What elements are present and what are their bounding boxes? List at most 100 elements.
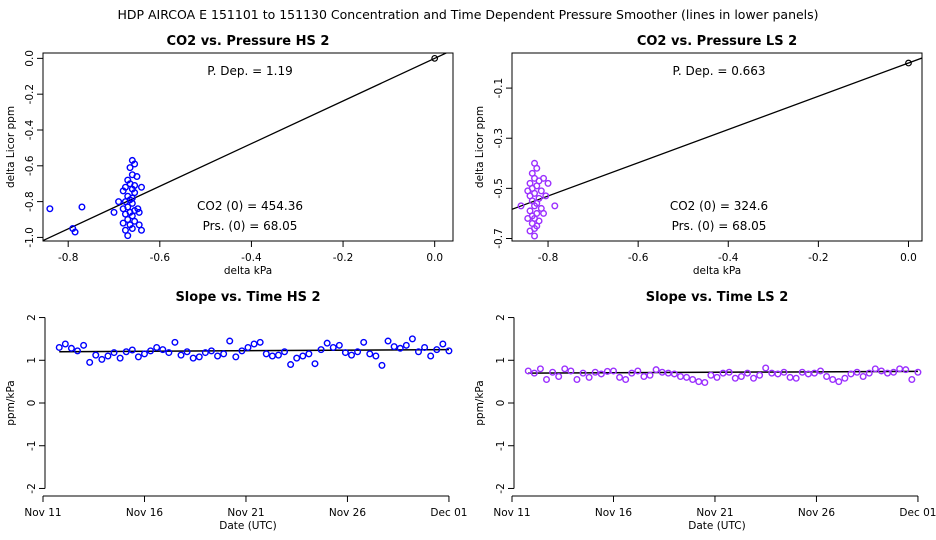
data-point: [244, 343, 252, 351]
data-point: [78, 203, 86, 211]
data-point: [540, 174, 548, 182]
y-axis-label: delta Licor ppm: [474, 106, 486, 188]
data-point: [86, 358, 94, 366]
data-point: [396, 344, 404, 352]
data-point: [591, 368, 599, 376]
y-tick-label: -1: [495, 440, 507, 450]
data-point: [281, 348, 289, 356]
data-point: [110, 208, 118, 216]
data-point: [544, 179, 552, 187]
data-point: [110, 349, 118, 357]
y-tick-label: 0: [495, 400, 507, 407]
data-point: [542, 192, 550, 200]
data-point: [524, 214, 532, 222]
y-tick-label: -0.4: [24, 119, 36, 140]
data-point: [195, 353, 203, 361]
x-tick-label: -0.6: [150, 252, 171, 264]
data-point: [871, 365, 879, 373]
data-point: [859, 373, 867, 381]
data-point: [104, 352, 112, 360]
data-point: [232, 353, 240, 361]
data-point: [676, 373, 684, 381]
data-point: [780, 368, 788, 376]
data-point: [135, 208, 143, 216]
y-tick-label: -0.2: [24, 84, 36, 105]
annotation-pressure-zero: Prs. (0) = 68.05: [672, 219, 767, 233]
data-point: [335, 341, 343, 349]
y-tick-label: -2: [495, 483, 507, 493]
data-point: [762, 364, 770, 372]
x-tick-label: Nov 11: [493, 507, 530, 519]
y-tick-label: -0.8: [24, 191, 36, 212]
x-tick-label: -0.2: [808, 252, 829, 264]
y-tick-label: -0.7: [493, 228, 505, 249]
data-point: [902, 366, 910, 374]
x-tick-label: 0.0: [426, 252, 443, 264]
data-point: [439, 340, 447, 348]
data-point: [530, 369, 538, 377]
data-point: [640, 373, 648, 381]
data-point: [329, 343, 337, 351]
data-point: [341, 349, 349, 357]
data-point: [61, 340, 69, 348]
data-point: [537, 187, 545, 195]
y-tick-label: 1: [495, 357, 507, 364]
data-point: [126, 164, 134, 172]
data-point: [372, 352, 380, 360]
annotation-pressure-dependence: P. Dep. = 0.663: [672, 64, 765, 78]
data-point: [540, 209, 548, 217]
x-axis-label: Date (UTC): [219, 520, 276, 532]
data-point: [323, 339, 331, 347]
panel-title: CO2 vs. Pressure HS 2: [167, 34, 330, 49]
data-point: [74, 347, 82, 355]
y-tick-label: -0.6: [24, 155, 36, 176]
data-point: [585, 373, 593, 381]
data-point: [543, 376, 551, 384]
data-point: [207, 347, 215, 355]
x-axis-label: Date (UTC): [688, 520, 745, 532]
x-tick-label: -0.2: [333, 252, 354, 264]
data-point: [256, 338, 264, 346]
data-point: [810, 369, 818, 377]
data-point: [877, 367, 885, 375]
data-point: [80, 341, 88, 349]
data-point: [137, 226, 145, 234]
data-point: [628, 369, 636, 377]
annotation-pressure-dependence: P. Dep. = 1.19: [207, 64, 292, 78]
data-point: [124, 232, 132, 240]
origin-point: [431, 54, 439, 62]
data-point: [201, 349, 209, 357]
data-point: [609, 367, 617, 375]
data-point: [551, 202, 559, 210]
data-point: [695, 378, 703, 386]
data-point: [835, 378, 843, 386]
data-point: [128, 346, 136, 354]
data-point: [445, 347, 453, 355]
data-point: [250, 340, 258, 348]
data-point: [890, 368, 898, 376]
data-point: [536, 365, 544, 373]
data-point: [116, 354, 124, 362]
data-point: [262, 350, 270, 358]
data-point: [55, 343, 63, 351]
x-tick-label: Dec 01: [430, 507, 467, 519]
data-point: [214, 352, 222, 360]
data-point: [177, 351, 185, 359]
data-point: [46, 205, 54, 213]
fit-line: [512, 57, 922, 210]
x-tick-label: Nov 26: [798, 507, 836, 519]
panel-title: Slope vs. Time LS 2: [646, 290, 789, 305]
data-point: [159, 346, 167, 354]
smoother-line: [59, 348, 449, 353]
data-point: [274, 351, 282, 359]
plot-area: [524, 364, 922, 386]
data-point: [597, 370, 605, 378]
data-point: [119, 219, 127, 227]
y-tick-label: -1: [26, 440, 38, 450]
y-tick-label: 0: [26, 400, 38, 407]
data-point: [524, 187, 532, 195]
x-tick-label: Nov 21: [696, 507, 733, 519]
y-tick-label: 0.0: [24, 50, 36, 67]
